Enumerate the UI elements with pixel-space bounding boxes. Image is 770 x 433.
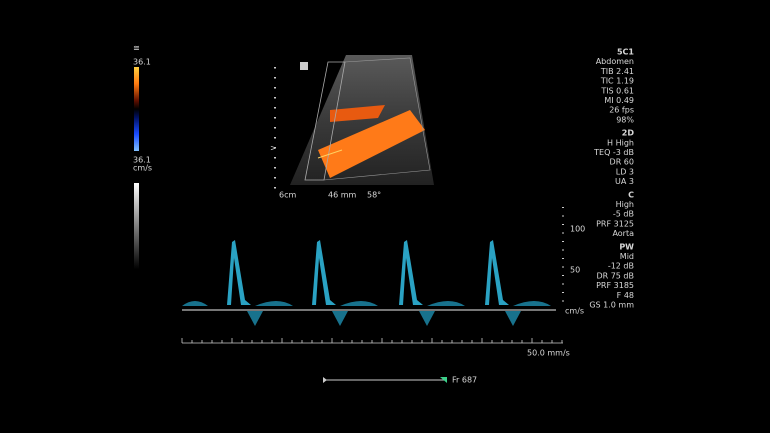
cine-marker[interactable]: [440, 377, 447, 383]
diastolic: [255, 301, 293, 306]
depth-tick: [274, 117, 276, 119]
diastolic: [427, 301, 465, 306]
setting: Mid: [620, 252, 634, 261]
setting: 26 fps: [609, 106, 634, 115]
focus-marker: >: [270, 144, 277, 153]
section-title: PW: [619, 242, 634, 251]
setting: TIC 1.19: [600, 77, 634, 86]
setting: Aorta: [612, 229, 634, 238]
color-bar-top: 36.1: [133, 58, 151, 67]
systolic-peak: [485, 240, 509, 305]
scale-tick: [562, 266, 564, 268]
depth-tick: [274, 187, 276, 189]
setting: PRF 3185: [596, 281, 634, 290]
setting: 98%: [616, 115, 634, 124]
section-title: 5C1: [617, 48, 634, 57]
gray-bar: [134, 183, 139, 269]
spectral-waveform: [182, 240, 551, 326]
scale-unit: cm/s: [565, 307, 584, 316]
setting: F 48: [617, 291, 634, 300]
setting: DR 60: [610, 158, 634, 167]
setting: PRF 3125: [596, 219, 634, 228]
scale-tick: [562, 283, 564, 285]
setting: GS 1.0 mm: [589, 301, 634, 310]
scale-tick: [562, 292, 564, 293]
section-title: C: [628, 190, 634, 199]
section-title: 2D: [622, 129, 635, 138]
systolic-peak: [312, 240, 336, 305]
depth-tick: [274, 177, 276, 179]
size-label: 46 mm: [328, 191, 357, 200]
scale-tick: [562, 258, 564, 259]
color-bar: [134, 67, 139, 151]
setting: UA 3: [615, 177, 634, 186]
systolic-peak: [227, 240, 251, 305]
reverse-flow: [332, 311, 348, 326]
setting: High: [616, 200, 634, 209]
depth-tick: [274, 87, 276, 89]
cine-start[interactable]: [323, 377, 327, 383]
diastolic: [340, 301, 378, 306]
depth-tick: [274, 127, 276, 129]
depth-tick: [274, 157, 276, 159]
setting: TIB 2.41: [600, 67, 634, 76]
angle-label: 58°: [367, 191, 381, 200]
setting: Abdomen: [596, 57, 634, 66]
scale-tick: [562, 232, 564, 234]
velocity-scale: [562, 207, 564, 302]
setting: TIS 0.61: [600, 86, 634, 95]
scale-tick: [562, 300, 564, 302]
depth-scale: [274, 67, 276, 189]
frame-number: Fr 687: [452, 376, 477, 385]
diastolic: [182, 301, 208, 306]
vessel: [330, 105, 385, 122]
setting: DR 75 dB: [596, 271, 634, 280]
setting: LD 3: [616, 167, 634, 176]
color-bar-bottom: 36.1: [133, 156, 151, 165]
scale-tick: [562, 207, 564, 208]
scale-label: 100: [570, 225, 585, 234]
color-bar-unit: cm/s: [133, 164, 152, 173]
depth-tick: [274, 107, 276, 109]
reverse-flow: [505, 311, 521, 326]
scale-tick: [562, 275, 564, 276]
setting: -12 dB: [608, 262, 634, 271]
scale-tick: [562, 249, 564, 251]
icon: ≅: [133, 44, 140, 53]
sweep-speed: 50.0 mm/s: [527, 349, 570, 358]
vessel: [318, 110, 425, 178]
setting: TEQ -3 dB: [593, 148, 634, 157]
depth-tick: [274, 137, 276, 139]
time-ticks: [181, 338, 563, 343]
scale-tick: [562, 215, 564, 217]
gate: [317, 149, 343, 159]
scale-label: 50: [570, 266, 580, 275]
depth-tick: [274, 77, 276, 79]
setting: -5 dB: [613, 210, 634, 219]
diastolic: [513, 301, 551, 306]
orientation-marker: [300, 62, 308, 70]
setting: MI 0.49: [604, 96, 634, 105]
depth-label: 6cm: [279, 191, 296, 200]
reverse-flow: [419, 311, 435, 326]
reverse-flow: [247, 311, 263, 326]
depth-tick: [274, 97, 276, 99]
depth-tick: [274, 167, 276, 169]
depth-tick: [274, 147, 276, 149]
scale-tick: [562, 241, 564, 242]
color-box: [323, 57, 431, 181]
setting: H High: [607, 138, 634, 147]
systolic-peak: [399, 240, 423, 305]
scale-tick: [562, 224, 564, 225]
depth-tick: [274, 67, 276, 69]
